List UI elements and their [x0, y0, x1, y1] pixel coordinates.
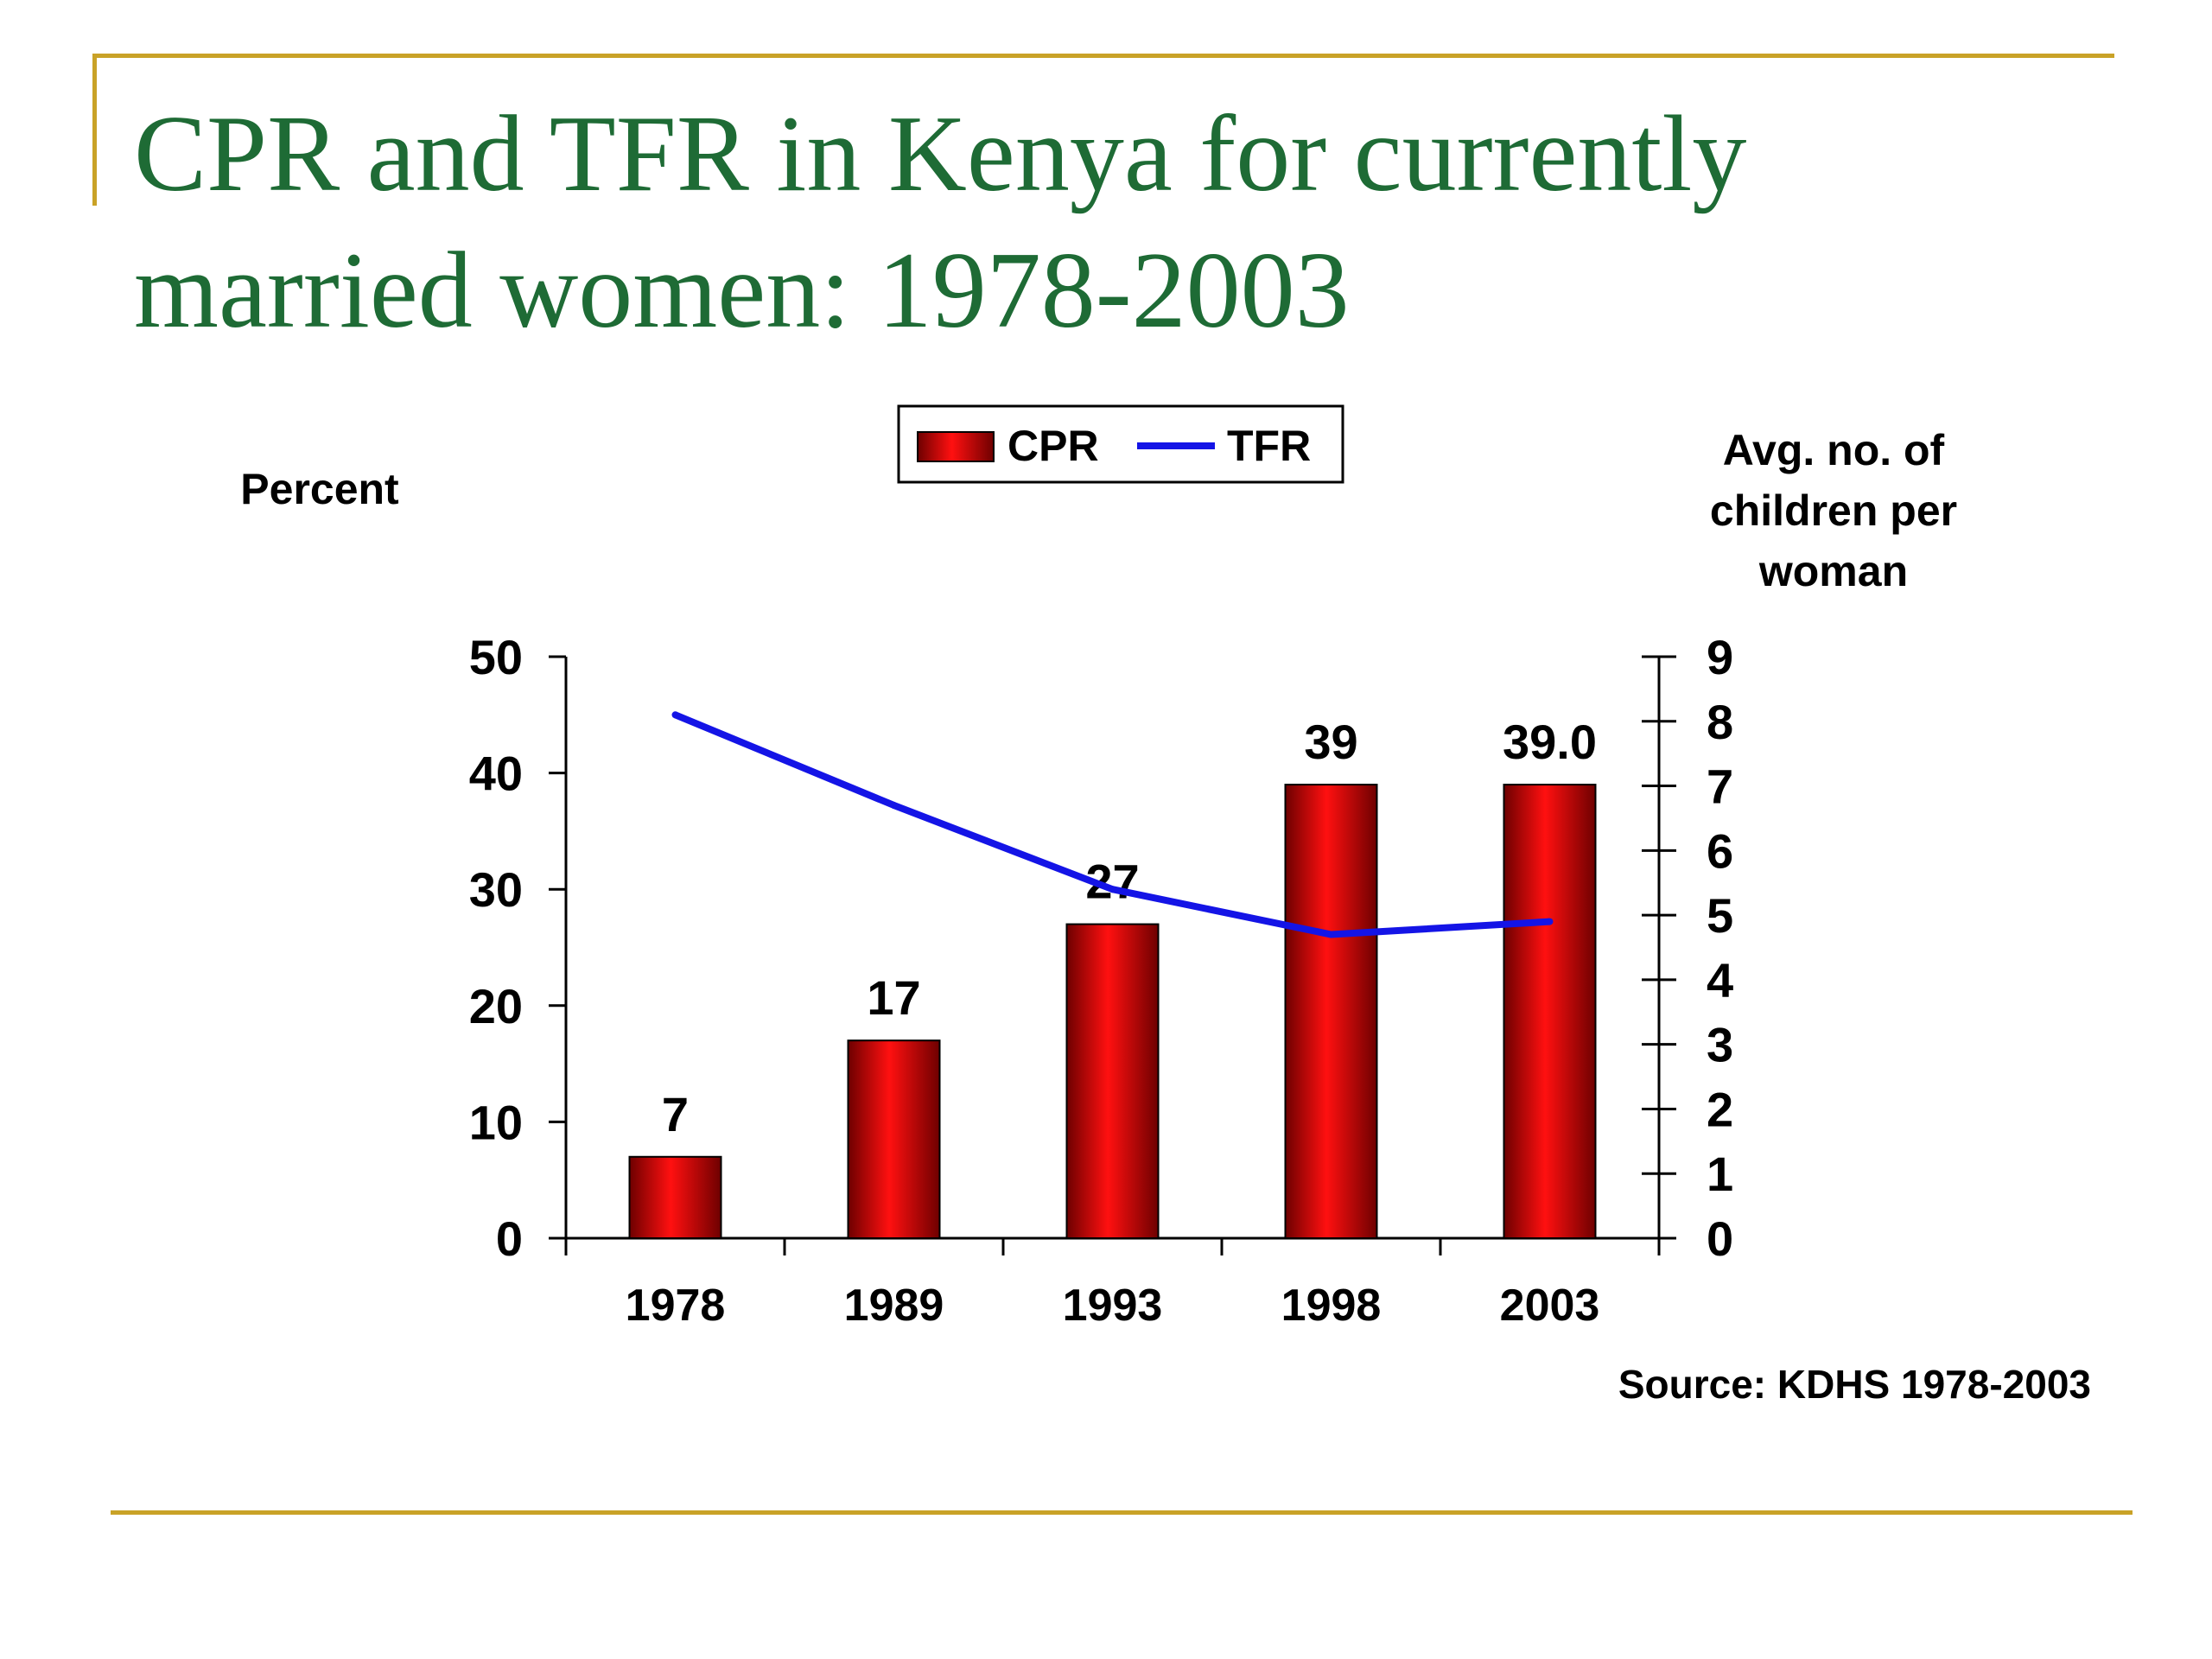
top-rule — [92, 54, 2114, 58]
x-tick-label: 2003 — [1500, 1281, 1600, 1331]
cpr-bar — [628, 1155, 722, 1240]
legend-label-tfr: TFR — [1227, 422, 1311, 470]
legend-label-cpr: CPR — [1007, 422, 1099, 470]
cpr-data-label: 7 — [662, 1087, 689, 1141]
x-tick-label: 1998 — [1281, 1281, 1382, 1331]
y2-axis-title-line-2: children per — [1710, 486, 1957, 535]
y2-tick-label: 8 — [1707, 695, 1733, 749]
y2-tick-label: 9 — [1707, 630, 1733, 684]
tfr-point — [890, 801, 898, 809]
title-line-1: CPR and TFR in Kenya for currently — [134, 94, 1747, 214]
y-tick-label: 40 — [469, 747, 523, 801]
cpr-bar — [1284, 784, 1378, 1239]
y-tick-label: 10 — [469, 1095, 523, 1149]
legend: CPR TFR — [897, 404, 1344, 484]
cpr-bar — [847, 1039, 941, 1240]
y-tick-label: 20 — [469, 979, 523, 1033]
y2-tick-label: 5 — [1707, 888, 1733, 943]
y-axis-title: Percent — [240, 465, 399, 513]
y2-tick-label: 0 — [1707, 1211, 1733, 1266]
y-tick-label: 30 — [469, 862, 523, 917]
y2-tick-label: 2 — [1707, 1082, 1733, 1136]
x-tick-label: 1993 — [1063, 1281, 1163, 1331]
tfr-point — [1327, 931, 1335, 938]
cpr-data-label: 17 — [867, 970, 920, 1025]
tfr-point — [671, 711, 679, 719]
y2-tick-label: 6 — [1707, 823, 1733, 878]
x-tick-labels: 1978 1989 1993 1998 2003 — [626, 1281, 1600, 1331]
left-rule — [92, 54, 97, 206]
source-note: Source: KDHS 1978-2003 — [1618, 1362, 2091, 1407]
legend-swatch-cpr — [917, 431, 995, 462]
tfr-point — [1546, 918, 1554, 925]
title-line-2: married women: 1978-2003 — [134, 231, 1350, 351]
slide-title: CPR and TFR in Kenya for currently marri… — [134, 86, 2078, 359]
cpr-data-label: 39 — [1304, 715, 1357, 769]
y2-tick-label: 4 — [1707, 953, 1733, 1007]
cpr-bar — [1065, 923, 1160, 1239]
x-tick-label: 1978 — [626, 1281, 726, 1331]
y-tick-label: 0 — [496, 1211, 523, 1266]
y2-axis-title-line-1: Avg. no. of — [1723, 426, 1945, 474]
cpr-bars — [628, 784, 1597, 1240]
cpr-data-label: 39.0 — [1503, 715, 1597, 769]
axes: 0 10 20 30 40 50 0 1 2 3 4 5 6 7 8 9 — [469, 630, 1733, 1266]
y2-tick-label: 7 — [1707, 760, 1733, 814]
x-tick-label: 1989 — [844, 1281, 944, 1331]
tfr-point — [1109, 886, 1116, 893]
tfr-series — [671, 711, 1554, 938]
y2-axis-title-line-3: woman — [1758, 547, 1908, 595]
y2-tick-label: 3 — [1707, 1018, 1733, 1072]
bottom-rule — [111, 1510, 2133, 1515]
y-tick-label: 50 — [469, 630, 523, 684]
cpr-bar — [1503, 784, 1597, 1239]
y2-tick-label: 1 — [1707, 1147, 1733, 1201]
